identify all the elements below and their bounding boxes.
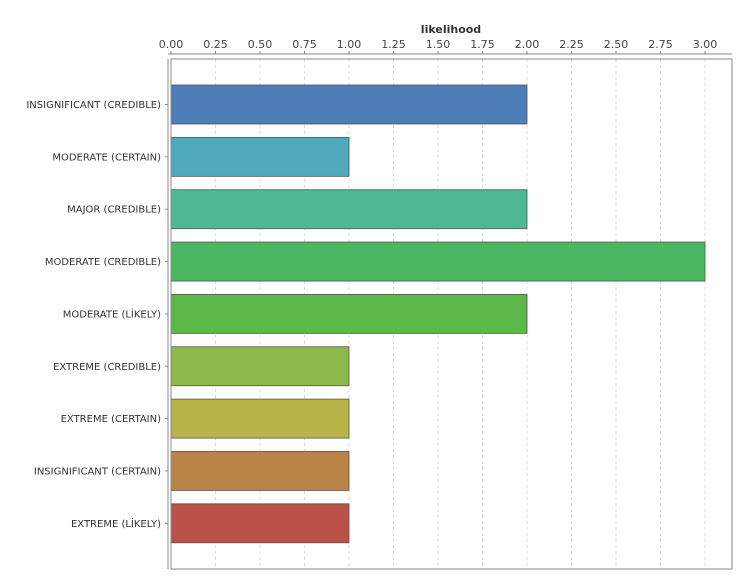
bar — [170, 136, 350, 177]
axes: 0.00 0.25 0.50 0.75 1.00 1.25 1.50 1.75 2.00 2.25… — [26, 38, 733, 570]
x-tick-label: 0.00 — [159, 38, 184, 51]
x-tick-label: 0.50 — [248, 38, 273, 51]
x-tick-label: 1.00 — [337, 38, 362, 51]
category-label: EXTREME (CREDIBLE) — [53, 362, 161, 373]
bar — [170, 451, 350, 491]
category-label: EXTREME (CERTAIN) — [61, 414, 162, 425]
bar — [170, 293, 528, 334]
x-tick-label: 0.25 — [203, 38, 228, 51]
x-tick-label: 1.50 — [426, 38, 451, 51]
x-axis-title: likelihood — [421, 23, 481, 36]
category-label: INSIGNIFICANT (CERTAIN) — [34, 466, 161, 477]
x-tick-label: 3.00 — [693, 38, 718, 51]
bar — [170, 346, 350, 387]
x-tick-label: 0.75 — [292, 38, 317, 51]
x-tick-label: 2.75 — [648, 38, 673, 51]
bar — [170, 84, 528, 125]
x-tick-label: 1.75 — [470, 38, 495, 51]
category-label: MODERATE (CERTAIN) — [52, 152, 161, 163]
bar — [170, 503, 350, 544]
bar — [170, 241, 706, 282]
x-tick-label: 2.00 — [515, 38, 540, 51]
x-tick-label: 2.50 — [604, 38, 629, 51]
bar — [170, 189, 528, 230]
category-label: EXTREME (LİKELY) — [71, 517, 161, 530]
category-label: MAJOR (CREDIBLE) — [67, 205, 161, 216]
bars — [170, 84, 706, 544]
bar — [170, 398, 350, 439]
category-label: MODERATE (LİKELY) — [63, 307, 161, 320]
x-tick-label: 2.25 — [559, 38, 584, 51]
plot-area — [170, 58, 733, 570]
category-label: MODERATE (CREDIBLE) — [45, 257, 161, 268]
category-label: INSIGNIFICANT (CREDIBLE) — [26, 100, 161, 111]
x-tick-label: 1.25 — [381, 38, 406, 51]
